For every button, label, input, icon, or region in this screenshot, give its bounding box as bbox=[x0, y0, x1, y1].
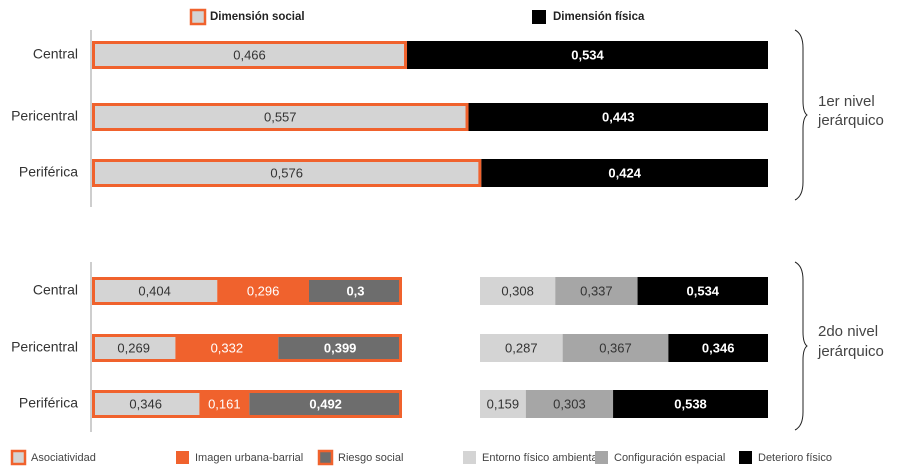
group-label: 1er nivel bbox=[818, 93, 875, 110]
legend-label: Imagen urbana-barrial bbox=[195, 452, 303, 464]
bar-segment bbox=[468, 103, 768, 131]
legend-swatch bbox=[189, 8, 207, 26]
brace-level-1 bbox=[794, 29, 808, 201]
data-label: 0,443 bbox=[602, 109, 635, 124]
data-label: 0,557 bbox=[264, 109, 297, 124]
bar-segment bbox=[481, 159, 768, 187]
bar-segment bbox=[309, 277, 402, 305]
bar-segment bbox=[92, 41, 408, 69]
bar-outline bbox=[92, 390, 402, 418]
data-label: 0,404 bbox=[138, 283, 171, 298]
bar-segment bbox=[480, 277, 556, 305]
data-label: 0,538 bbox=[674, 396, 707, 411]
group-label: 2do nivel bbox=[818, 323, 878, 340]
data-label: 0,466 bbox=[233, 47, 266, 62]
bar-segment bbox=[668, 334, 768, 362]
bar-segment bbox=[278, 334, 402, 362]
legend-swatch bbox=[176, 451, 189, 464]
bar-segment bbox=[199, 390, 250, 418]
data-label: 0,3 bbox=[346, 283, 364, 298]
data-label: 0,346 bbox=[129, 396, 162, 411]
legend-swatch bbox=[739, 451, 752, 464]
bar-segment bbox=[562, 334, 669, 362]
bar-segment bbox=[175, 334, 279, 362]
bar-segment bbox=[92, 277, 218, 305]
bar-segment bbox=[92, 103, 469, 131]
bar-segment bbox=[637, 277, 768, 305]
category-label-bottom: Central bbox=[33, 282, 78, 298]
legend-label: Riesgo social bbox=[338, 452, 403, 464]
bar-segment bbox=[92, 159, 482, 187]
bar-segment bbox=[217, 277, 309, 305]
bar-segment bbox=[480, 390, 526, 418]
data-label: 0,269 bbox=[117, 340, 150, 355]
data-label: 0,161 bbox=[208, 396, 241, 411]
category-label-top: Central bbox=[33, 46, 78, 62]
data-label: 0,287 bbox=[505, 340, 538, 355]
brace-level-2 bbox=[794, 261, 808, 431]
group-label: jerárquico bbox=[817, 112, 884, 129]
data-label: 0,534 bbox=[687, 283, 720, 298]
bar-segment bbox=[249, 390, 402, 418]
legend-swatch bbox=[532, 10, 546, 24]
data-label: 0,367 bbox=[599, 340, 632, 355]
category-label-top: Periférica bbox=[19, 164, 78, 180]
legend-label: Deterioro físico bbox=[758, 452, 832, 464]
data-label: 0,332 bbox=[211, 340, 244, 355]
bar-segment bbox=[480, 334, 563, 362]
data-label: 0,492 bbox=[309, 396, 342, 411]
legend-swatch bbox=[10, 449, 27, 466]
bar-segment bbox=[613, 390, 768, 418]
category-label-bottom: Periférica bbox=[19, 395, 78, 411]
data-label: 0,308 bbox=[501, 283, 534, 298]
legend-swatch bbox=[463, 451, 476, 464]
data-label: 0,159 bbox=[487, 396, 520, 411]
category-label-bottom: Pericentral bbox=[11, 339, 78, 355]
legend-label: Dimensión física bbox=[553, 11, 645, 23]
group-label: jerárquico bbox=[817, 343, 884, 360]
data-label: 0,346 bbox=[702, 340, 735, 355]
bar-segment bbox=[525, 390, 614, 418]
legend-label: Configuración espacial bbox=[614, 452, 725, 464]
legend-label: Entorno físico ambiental bbox=[482, 452, 600, 464]
data-label: 0,424 bbox=[608, 165, 641, 180]
bar-segment bbox=[407, 41, 768, 69]
data-label: 0,337 bbox=[580, 283, 613, 298]
data-label: 0,296 bbox=[247, 283, 280, 298]
data-label: 0,576 bbox=[270, 165, 303, 180]
bar-outline bbox=[92, 334, 402, 362]
bar-segment bbox=[555, 277, 638, 305]
legend-label: Asociatividad bbox=[31, 452, 96, 464]
bar-segment bbox=[92, 334, 176, 362]
data-label: 0,303 bbox=[553, 396, 586, 411]
category-label-top: Pericentral bbox=[11, 108, 78, 124]
bar-segment bbox=[92, 390, 200, 418]
bar-outline bbox=[92, 277, 402, 305]
legend-swatch bbox=[317, 449, 334, 466]
legend-label: Dimensión social bbox=[210, 11, 305, 23]
legend-swatch bbox=[595, 451, 608, 464]
data-label: 0,399 bbox=[324, 340, 357, 355]
data-label: 0,534 bbox=[571, 47, 604, 62]
